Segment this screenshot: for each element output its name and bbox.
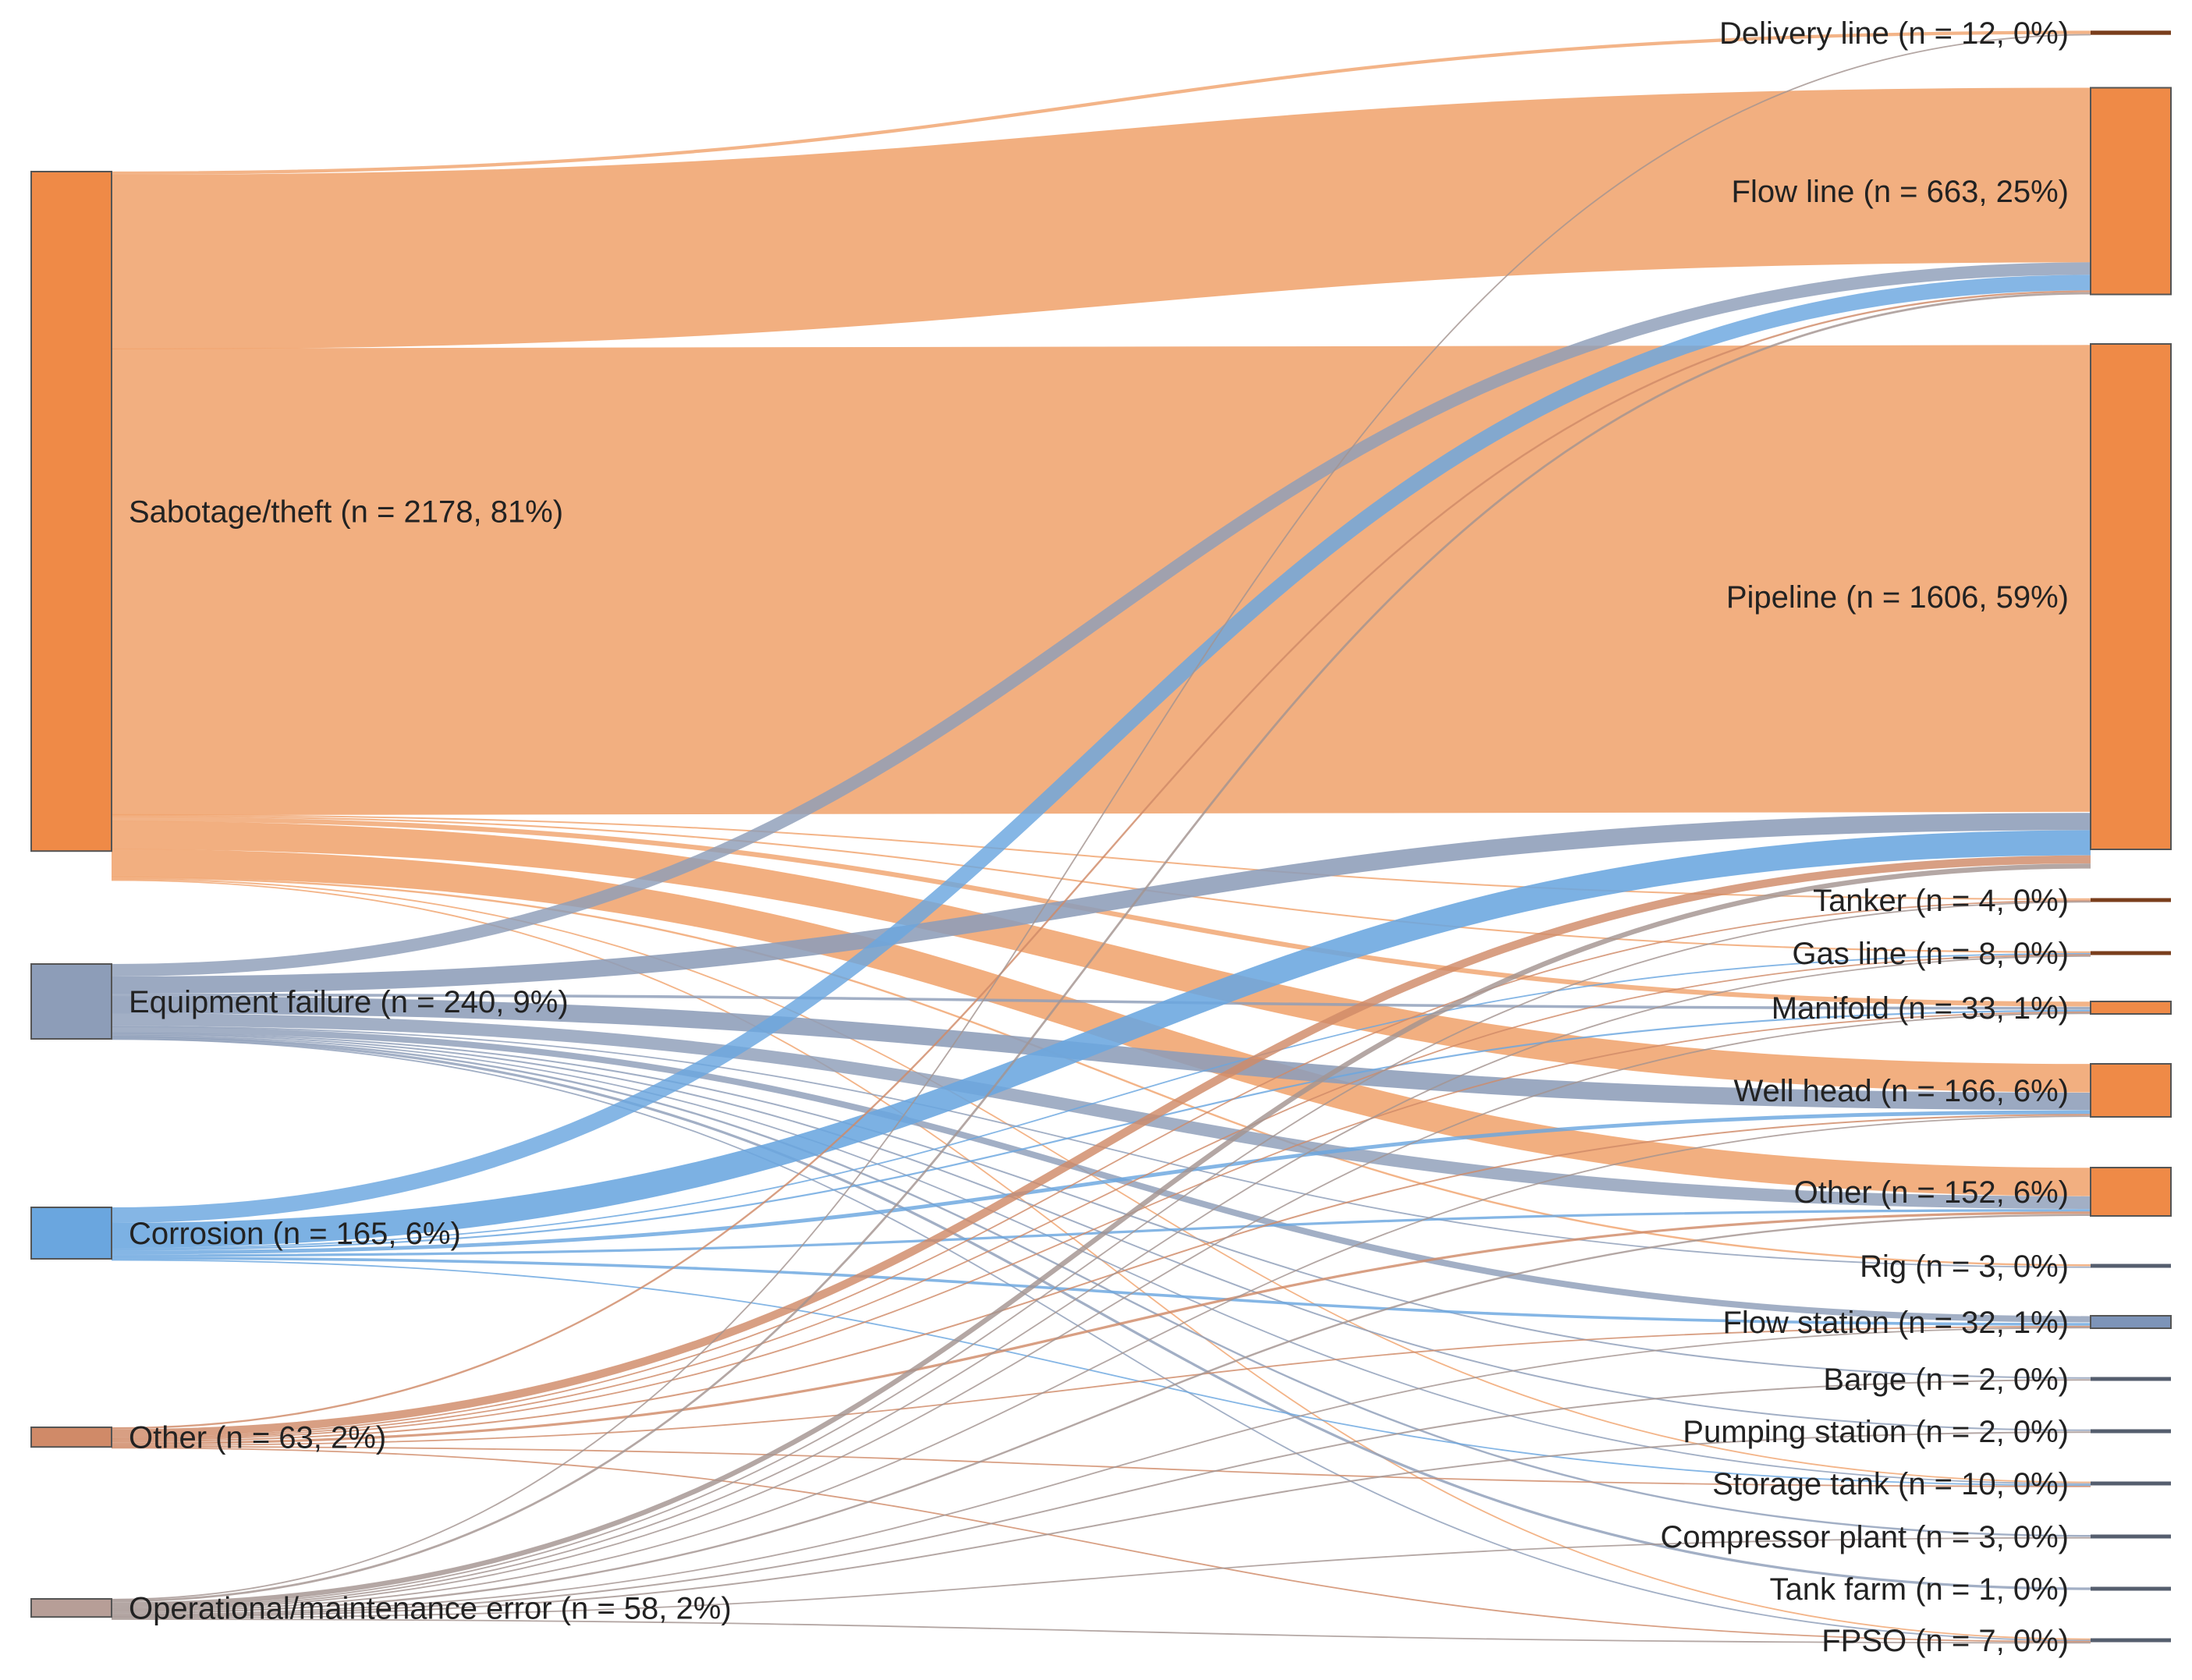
- target-label-pump: Pumping station (n = 2, 0%): [1683, 1415, 2069, 1449]
- target-label-mani: Manifold (n = 33, 1%): [1772, 991, 2069, 1026]
- target-node-tank: [2091, 898, 2171, 902]
- source-node-sab: [30, 171, 112, 852]
- link-cor-gas: [111, 952, 2091, 1249]
- link-cor-fsta: [111, 1256, 2091, 1326]
- link-ope-barge: [111, 1379, 2091, 1617]
- target-node-stor: [2091, 1481, 2171, 1486]
- target-node-fsta: [2090, 1315, 2172, 1329]
- target-label-rig: Rig (n = 3, 0%): [1860, 1249, 2069, 1284]
- link-sab-flow: [111, 87, 2091, 349]
- target-label-fsta: Flow station (n = 32, 1%): [1722, 1306, 2069, 1340]
- target-label-stor: Storage tank (n = 10, 0%): [1712, 1467, 2069, 1501]
- link-ope-deliv: [111, 34, 2091, 1600]
- source-node-ope: [30, 1598, 112, 1618]
- target-label-flow: Flow line (n = 663, 25%): [1732, 175, 2069, 209]
- target-node-comp: [2091, 1534, 2171, 1539]
- link-equ-flow: [111, 262, 2091, 976]
- link-ope-tank: [111, 901, 2091, 1609]
- link-equ-tfarm: [111, 1037, 2091, 1590]
- link-cor-flow: [111, 275, 2091, 1223]
- target-node-deliv: [2091, 30, 2171, 35]
- link-oth-flow: [111, 290, 2091, 1430]
- link-oth-fpso: [111, 1447, 2091, 1643]
- link-ope-mani: [111, 1012, 2091, 1611]
- target-node-well: [2090, 1063, 2172, 1118]
- target-node-otht: [2090, 1167, 2172, 1217]
- sankey-nodes: [30, 30, 2172, 1643]
- link-oth-well: [111, 1114, 2091, 1443]
- target-node-tfarm: [2091, 1586, 2171, 1591]
- sankey-links: [111, 30, 2091, 1644]
- target-node-flow: [2090, 87, 2172, 296]
- link-ope-fsta: [111, 1327, 2091, 1615]
- link-equ-stor: [111, 1034, 2091, 1485]
- link-oth-tank: [111, 899, 2091, 1439]
- source-node-oth: [30, 1427, 112, 1448]
- link-equ-fpso: [111, 1038, 2091, 1642]
- target-node-rig: [2091, 1264, 2171, 1268]
- source-label-equ: Equipment failure (n = 240, 9%): [129, 985, 569, 1019]
- target-node-pump: [2091, 1429, 2171, 1434]
- link-sab-gas: [111, 815, 2091, 953]
- source-node-cor: [30, 1207, 112, 1260]
- link-oth-mani: [111, 1011, 2091, 1441]
- source-label-sab: Sabotage/theft (n = 2178, 81%): [129, 495, 563, 530]
- target-label-barge: Barge (n = 2, 0%): [1823, 1363, 2069, 1397]
- sankey-labels: Sabotage/theft (n = 2178, 81%) Equipment …: [129, 16, 2069, 1658]
- link-ope-flow: [111, 292, 2091, 1603]
- link-cor-mani: [111, 1009, 2091, 1251]
- target-label-otht: Other (n = 152, 6%): [1794, 1175, 2069, 1210]
- target-node-mani: [2090, 1001, 2172, 1015]
- target-label-deliv: Delivery line (n = 12, 0%): [1719, 16, 2069, 51]
- link-equ-well: [111, 996, 2091, 1111]
- link-equ-comp: [111, 1036, 2091, 1537]
- link-cor-stor: [111, 1259, 2091, 1487]
- target-label-pipe: Pipeline (n = 1606, 59%): [1726, 580, 2069, 615]
- link-ope-otht: [111, 1214, 2091, 1614]
- link-equ-fsta: [111, 1026, 2091, 1323]
- target-node-pipe: [2090, 343, 2172, 850]
- link-equ-otht: [111, 1013, 2091, 1209]
- target-node-gas: [2091, 951, 2171, 955]
- link-equ-mani: [111, 993, 2091, 1010]
- link-oth-gas: [111, 954, 2091, 1440]
- link-sab-pipe: [111, 345, 2091, 816]
- link-ope-pump: [111, 1431, 2091, 1618]
- link-equ-barge: [111, 1032, 2091, 1379]
- source-label-oth: Other (n = 63, 2%): [129, 1421, 386, 1455]
- link-sab-well: [111, 821, 2091, 1093]
- link-cor-pipe: [111, 830, 2091, 1249]
- link-oth-otht: [111, 1211, 2091, 1445]
- link-sab-otht: [111, 849, 2091, 1196]
- target-label-tfarm: Tank farm (n = 1, 0%): [1770, 1572, 2069, 1607]
- target-node-fpso: [2091, 1638, 2171, 1643]
- link-cor-well: [111, 1110, 2091, 1255]
- source-node-equ: [30, 963, 112, 1040]
- link-oth-stor: [111, 1445, 2091, 1487]
- link-ope-gas: [111, 955, 2091, 1610]
- link-oth-pipe: [111, 855, 2091, 1437]
- target-label-gas: Gas line (n = 8, 0%): [1792, 937, 2069, 971]
- link-ope-pipe: [111, 863, 2091, 1607]
- target-label-fpso: FPSO (n = 7, 0%): [1821, 1624, 2069, 1658]
- target-label-well: Well head (n = 166, 6%): [1733, 1074, 2069, 1108]
- link-oth-fsta: [111, 1325, 2091, 1447]
- target-label-tank: Tanker (n = 4, 0%): [1813, 884, 2069, 918]
- source-label-cor: Corrosion (n = 165, 6%): [129, 1217, 461, 1251]
- link-ope-well: [111, 1115, 2091, 1612]
- target-label-comp: Compressor plant (n = 3, 0%): [1660, 1520, 2069, 1554]
- link-ope-fpso: [111, 1618, 2091, 1644]
- link-equ-pipe: [111, 813, 2091, 994]
- source-label-ope: Operational/maintenance error (n = 58, 2…: [129, 1592, 732, 1626]
- link-sab-deliv: [111, 30, 2091, 175]
- target-node-barge: [2091, 1377, 2171, 1381]
- link-ope-comp: [111, 1536, 2091, 1619]
